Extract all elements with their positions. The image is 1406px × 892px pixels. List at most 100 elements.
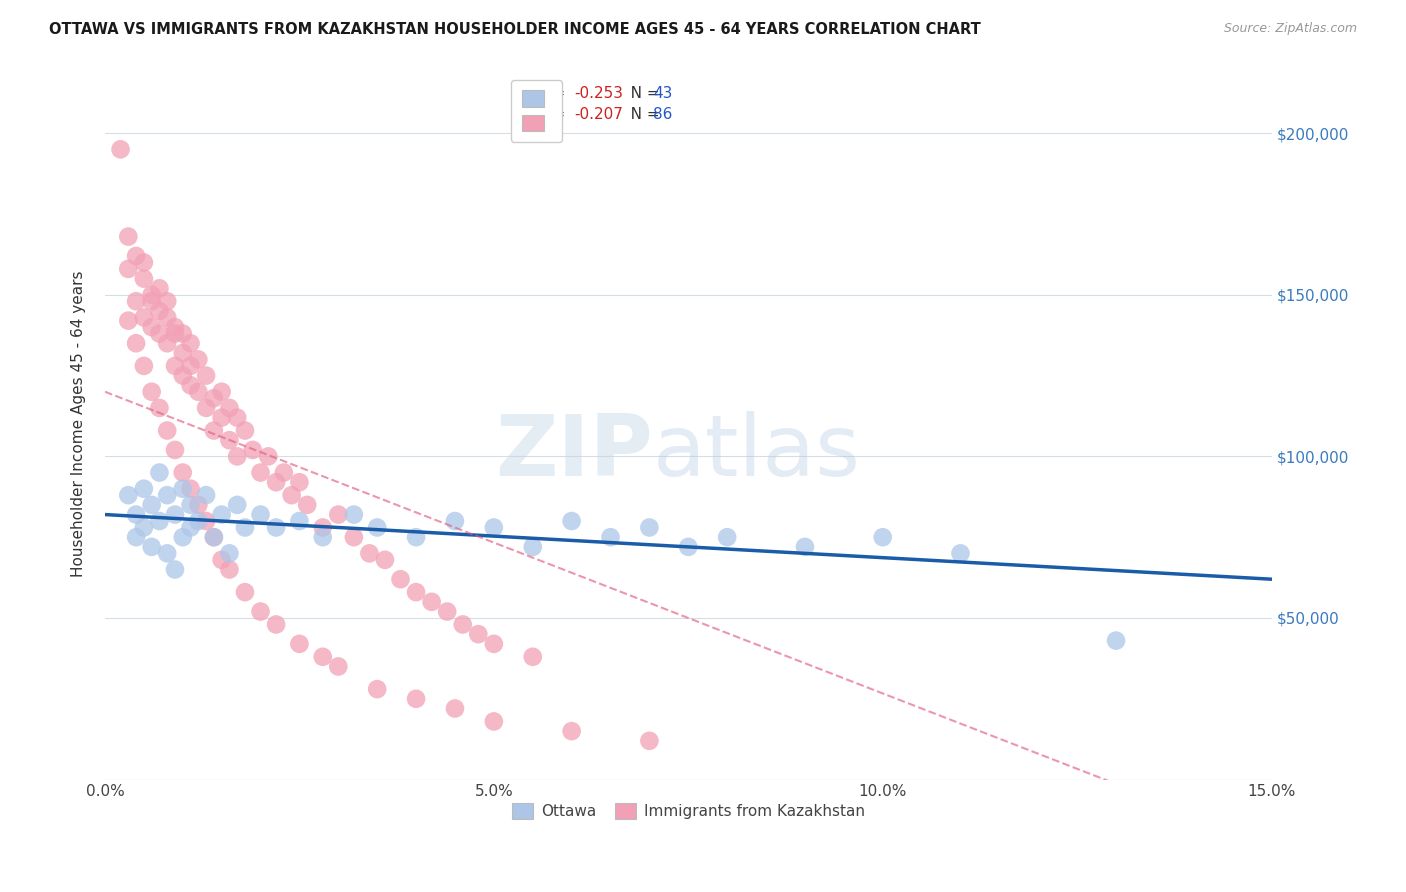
Point [949,546,972,560]
Point [233,585,256,599]
Point [141,320,163,334]
Point [638,734,661,748]
Point [328,659,350,673]
Point [273,466,295,480]
Point [343,530,366,544]
Point [202,391,225,405]
Point [141,294,163,309]
Point [249,605,271,619]
Point [132,271,155,285]
Point [1105,633,1128,648]
Point [132,482,155,496]
Point [172,530,194,544]
Point [366,682,388,697]
Point [141,540,163,554]
Point [202,424,225,438]
Point [233,424,256,438]
Point [156,488,179,502]
Point [249,508,271,522]
Point [172,346,194,360]
Point [117,313,139,327]
Point [202,530,225,544]
Point [451,617,474,632]
Point [117,261,139,276]
Point [561,724,583,739]
Point [125,508,148,522]
Point [218,401,240,415]
Text: N =: N = [616,107,665,122]
Text: 43: 43 [654,86,672,101]
Point [226,498,249,512]
Point [195,514,218,528]
Point [148,466,170,480]
Point [482,714,505,729]
Text: R =: R = [537,86,569,101]
Point [180,378,202,392]
Point [172,466,194,480]
Point [211,508,233,522]
Point [794,540,817,554]
Point [125,336,148,351]
Point [218,562,240,576]
Text: atlas: atlas [654,411,862,494]
Point [226,450,249,464]
Point [599,530,621,544]
Point [163,326,186,341]
Point [211,384,233,399]
Point [110,142,132,156]
Point [288,514,311,528]
Point [218,434,240,448]
Point [249,466,271,480]
Y-axis label: Householder Income Ages 45 - 64 years: Householder Income Ages 45 - 64 years [72,271,86,577]
Point [180,482,202,496]
Point [420,595,443,609]
Point [180,336,202,351]
Point [187,498,209,512]
Point [295,498,318,512]
Point [172,368,194,383]
Point [328,508,350,522]
Text: R =: R = [537,107,569,122]
Point [280,488,302,502]
Text: Source: ZipAtlas.com: Source: ZipAtlas.com [1223,22,1357,36]
Point [482,520,505,534]
Point [211,410,233,425]
Point [180,498,202,512]
Point [195,488,218,502]
Point [148,401,170,415]
Point [172,482,194,496]
Text: 86: 86 [654,107,672,122]
Point [141,498,163,512]
Point [187,384,209,399]
Point [561,514,583,528]
Point [117,488,139,502]
Point [359,546,381,560]
Point [444,701,467,715]
Point [312,530,335,544]
Point [218,546,240,560]
Point [288,637,311,651]
Point [195,368,218,383]
Point [312,649,335,664]
Point [187,352,209,367]
Point [148,514,170,528]
Point [148,281,170,295]
Point [180,520,202,534]
Point [141,287,163,301]
Point [156,424,179,438]
Text: ZIP: ZIP [495,411,654,494]
Point [195,401,218,415]
Point [132,255,155,269]
Legend: Ottawa, Immigrants from Kazakhstan: Ottawa, Immigrants from Kazakhstan [506,797,870,825]
Point [264,475,287,490]
Point [141,384,163,399]
Point [156,310,179,325]
Point [467,627,489,641]
Point [163,562,186,576]
Point [180,359,202,373]
Point [132,310,155,325]
Point [312,520,335,534]
Point [125,249,148,263]
Point [405,585,427,599]
Point [233,520,256,534]
